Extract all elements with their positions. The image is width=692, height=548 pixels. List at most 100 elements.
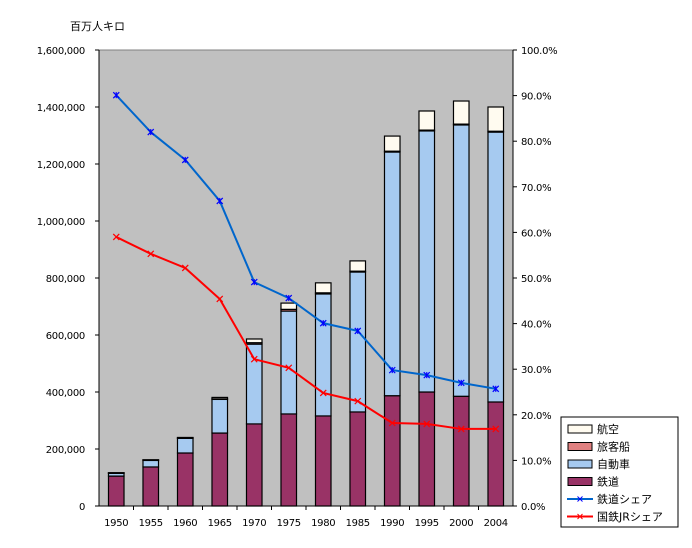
line-rail-share [115,94,496,390]
y2-tick-label: 40.0% [521,320,551,331]
legend-label: 国鉄JRシェア [597,510,663,524]
x-tick-label: 1980 [311,518,335,529]
marker-rail-share-1985 [354,327,362,335]
x-tick-label: 1995 [415,518,439,529]
marker-stroke [457,425,465,433]
marker-jnr-share-1970 [250,355,258,363]
bar-segment-自動車-1965 [211,398,229,434]
legend-item: 航空 [567,422,619,436]
y-tick-label: 1,000,000 [37,217,85,228]
legend-box [560,416,679,528]
x-tick-label: 1975 [277,518,301,529]
legend-swatch [567,442,593,451]
marker-rail-share-1965 [216,197,224,205]
y2-tick-label: 10.0% [521,456,551,467]
y2-tick-label: 30.0% [521,365,551,376]
y-tick-label: 800,000 [46,274,85,285]
marker-stroke [285,364,293,372]
bar-segment-自動車-1985 [349,271,367,413]
bar-segment-自動車-1970 [245,343,263,425]
bar-segment-航空-1960 [176,436,194,439]
y2-tick-label: 60.0% [521,228,551,239]
bar-segment-航空-1950 [107,472,125,474]
plot-area [98,49,514,507]
marker-stroke [354,397,362,405]
y-axis-unit-label: 百万人キロ [70,20,125,33]
legend-label: 自動車 [597,457,630,471]
legend-marker [577,513,583,520]
y2-tick-label: 0.0% [521,502,545,513]
bar-segment-鉄道-1970 [245,423,263,507]
marker-stroke [492,425,500,433]
lines-layer [112,91,500,433]
marker-jnr-share-1950 [112,233,120,241]
bar-segment-鉄道-1975 [280,413,298,507]
bar-segment-鉄道-1965 [211,432,229,507]
marker-rail-share-1995 [423,371,431,379]
marker-stroke [388,419,396,427]
bar-segment-鉄道-2000 [452,395,470,507]
x-tick-label: 2004 [484,518,508,529]
bar-segment-自動車-1960 [176,437,194,454]
y-tick-label: 1,600,000 [37,46,85,57]
marker-stroke [319,389,327,397]
bar-segment-鉄道-1980 [314,415,332,507]
bar-segment-自動車-1990 [383,151,401,397]
bar-segment-航空-1965 [211,396,229,400]
line-jnr-share [115,236,496,430]
marker-rail-share-2000 [457,379,465,387]
bar-segment-鉄道-1960 [176,452,194,507]
bar-segment-自動車-1980 [314,293,332,417]
marker-rail-share-1975 [285,294,293,302]
y2-tick-label: 90.0% [521,92,551,103]
legend-item: 旅客船 [567,440,630,454]
legend-swatch [567,459,593,469]
legend-swatch [567,477,593,486]
marker-rail-share-1970 [250,278,258,286]
bar-segment-航空-1985 [349,260,367,272]
x-tick-label: 2000 [449,518,473,529]
bar-segment-自動車-2004 [487,131,505,403]
y2-tick-label: 80.0% [521,137,551,148]
x-tick-label: 1990 [380,518,404,529]
marker-jnr-share-1965 [216,295,224,303]
marker-rail-share-1980 [319,319,327,327]
axes-layer: 0 200,000 400,000 600,000 800,000 1,000,000 1,… [37,46,558,529]
bar-segment-航空-1980 [314,282,332,294]
marker-jnr-share-2000 [457,425,465,433]
marker-jnr-share-1985 [354,397,362,405]
legend-label: 航空 [597,422,619,436]
y2-tick-label: 20.0% [521,411,551,422]
legend-label: 旅客船 [597,440,630,454]
legend-item: 鉄道 [567,475,619,489]
bar-segment-航空-1995 [418,110,436,131]
bar-segment-鉄道-1955 [142,466,160,507]
bar-segment-自動車-2000 [452,124,470,397]
marker-stroke [112,233,120,241]
marker-stroke [216,295,224,303]
legend-item: 鉄道シェア [567,492,652,506]
bar-segment-自動車-1975 [280,310,298,415]
y-tick-label: 600,000 [46,331,85,342]
bar-segment-航空-1975 [280,302,298,310]
marker-stroke [423,420,431,428]
bars-layer [107,100,505,507]
bar-segment-鉄道-1990 [383,395,401,507]
legend-label: 鉄道 [597,475,619,489]
bar-segment-航空-1970 [245,338,263,344]
bar-segment-鉄道-2004 [487,401,505,507]
x-tick-label: 1960 [173,518,197,529]
marker-jnr-share-1975 [285,364,293,372]
bar-segment-航空-1955 [142,459,160,461]
bar-segment-自動車-1955 [142,459,160,468]
legend-item: 国鉄JRシェア [567,510,663,524]
x-tick-label: 1965 [208,518,232,529]
marker-jnr-share-1995 [423,420,431,428]
bar-segment-航空-2000 [452,100,470,125]
marker-rail-share-1950 [112,91,120,99]
x-tick-label: 1955 [139,518,163,529]
bar-segment-鉄道-1950 [107,475,125,507]
marker-jnr-share-1960 [181,264,189,272]
